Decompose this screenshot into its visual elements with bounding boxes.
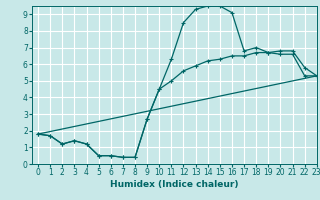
X-axis label: Humidex (Indice chaleur): Humidex (Indice chaleur)	[110, 180, 239, 189]
